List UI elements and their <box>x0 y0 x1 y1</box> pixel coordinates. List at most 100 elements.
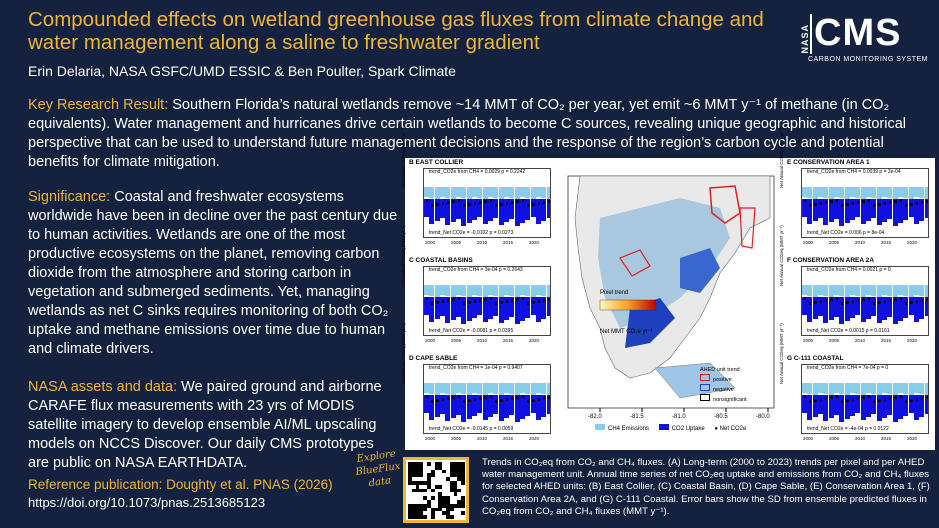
net-point <box>441 202 444 205</box>
net-point <box>856 397 860 400</box>
qr-pattern <box>406 460 466 520</box>
net-point <box>452 200 455 203</box>
qr-module <box>461 511 465 516</box>
net-point <box>915 202 918 205</box>
qr-module <box>453 503 458 508</box>
qr-module <box>423 488 427 493</box>
qr-module <box>453 469 458 474</box>
qr-module <box>415 488 420 493</box>
qr-module <box>423 507 427 512</box>
net-point <box>478 201 482 204</box>
ch4-bar <box>850 187 856 197</box>
net-point <box>899 297 902 300</box>
ch4-bar <box>860 383 866 395</box>
co2-bar <box>882 395 888 418</box>
net-point <box>926 200 928 203</box>
ahed-legend-positive: positive <box>700 374 760 384</box>
ch4-bar <box>546 187 550 199</box>
ch4-bar <box>812 383 818 395</box>
x-tick: 2020 <box>907 338 918 343</box>
net-point <box>457 199 460 202</box>
ch4-bar <box>855 383 861 394</box>
panel-bottom-trend: trend_Net CO2e = -0.0102 p = 0.0273 <box>429 230 514 236</box>
co2-bar <box>876 297 882 323</box>
panel-top-trend: trend_CO2e from CH4 = 0.0039 p = 2e-04 <box>807 169 901 175</box>
ch4-bar <box>839 187 845 198</box>
x-tick: 2020 <box>529 338 540 343</box>
qr-module <box>453 488 458 493</box>
ch4-bar <box>493 187 499 198</box>
ch4-bar <box>850 285 856 295</box>
net-point <box>446 201 450 204</box>
co2-bar <box>424 395 430 413</box>
qr-module <box>438 507 443 512</box>
net-point <box>526 204 530 207</box>
co2-bar <box>429 199 435 224</box>
ch4-bar <box>876 285 882 297</box>
co2-bar <box>445 297 451 323</box>
co2-bar <box>488 199 494 221</box>
co2-bar <box>546 199 550 218</box>
net-point <box>814 399 817 402</box>
ch4-bar <box>477 187 483 198</box>
net-point <box>537 202 540 205</box>
co2-bar <box>850 199 856 220</box>
co2-bar <box>504 297 510 320</box>
net-point <box>819 398 822 401</box>
net-point <box>516 200 519 203</box>
qr-module <box>427 477 431 481</box>
qr-module <box>423 496 427 500</box>
x-tick: 2005 <box>829 338 840 343</box>
qr-module <box>419 511 424 516</box>
net-point <box>441 300 444 303</box>
net-point <box>425 199 428 202</box>
ch4-bar <box>855 285 861 296</box>
ch4-bar <box>498 383 504 395</box>
map-svg <box>567 175 775 412</box>
net-point <box>468 301 471 304</box>
ch4-bar <box>866 187 872 197</box>
co2-bar <box>892 297 898 324</box>
nasa-wordmark: NASA <box>800 24 810 54</box>
net-point <box>510 201 514 204</box>
net-point <box>920 299 924 302</box>
reference-doi-link[interactable]: https://doi.org/10.1073/pnas.2513685123 <box>28 495 266 510</box>
net-point <box>542 201 546 204</box>
net-point <box>856 299 860 302</box>
co2-bar <box>472 395 478 416</box>
qr-module <box>419 473 424 478</box>
net-point <box>510 397 514 400</box>
co2-bar <box>828 297 834 320</box>
x-tick: 2010 <box>855 240 866 245</box>
panel-d: D CAPE SABLE Net Annual CO2eq (MMT yr⁻¹)… <box>401 323 555 446</box>
co2-bar <box>812 395 818 417</box>
net-point <box>484 200 487 203</box>
qr-module <box>430 488 435 493</box>
panel-plot <box>801 364 929 434</box>
co2-bar <box>525 297 531 318</box>
panel-plot <box>801 168 929 238</box>
x-tick: 2015 <box>503 240 514 245</box>
co2-bar <box>802 297 808 315</box>
net-point <box>883 398 886 401</box>
x-tick: 2010 <box>855 436 866 441</box>
x-tick: 2010 <box>477 338 488 343</box>
panel-c: C COASTAL BASINS Net Annual CO2eq (MMT y… <box>401 225 555 348</box>
co2-bar <box>440 297 446 316</box>
qr-module <box>408 465 412 470</box>
ch4-bar <box>844 383 850 395</box>
qr-module <box>419 481 424 485</box>
co2-bar <box>536 395 542 420</box>
net-point <box>489 395 492 398</box>
net-point <box>883 300 886 303</box>
qr-code[interactable] <box>403 457 469 523</box>
ch4-bar <box>924 187 928 199</box>
co2-bar <box>472 297 478 318</box>
ch4-bar <box>504 285 510 295</box>
qr-module <box>457 500 462 504</box>
co2-bar <box>482 395 488 420</box>
qr-module <box>411 511 416 516</box>
co2-bar <box>461 297 467 324</box>
x-tick: 2005 <box>451 240 462 245</box>
net-point <box>846 301 849 304</box>
